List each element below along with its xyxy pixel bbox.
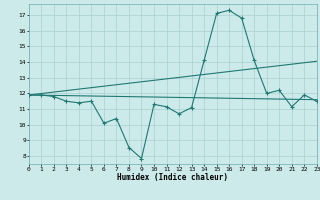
X-axis label: Humidex (Indice chaleur): Humidex (Indice chaleur) — [117, 173, 228, 182]
